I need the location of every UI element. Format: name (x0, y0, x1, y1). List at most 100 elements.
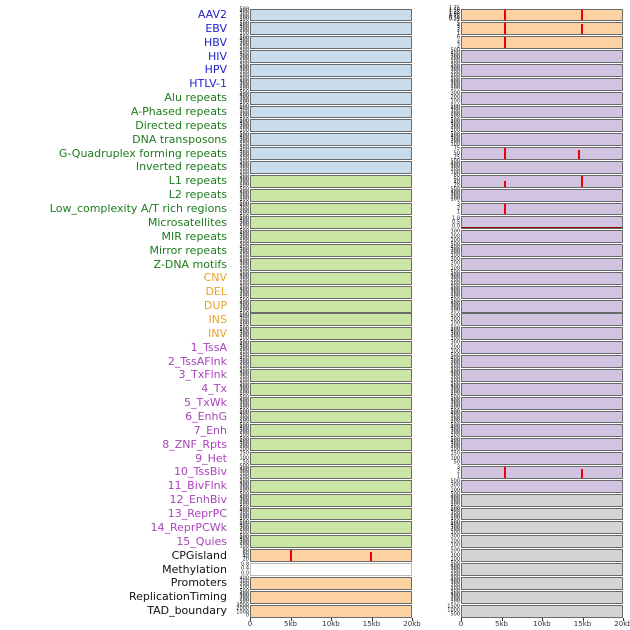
y-tick-label: 400 (450, 521, 460, 528)
y-tick-label: 300 (239, 524, 249, 531)
y-tick-label: 100 (239, 58, 249, 65)
y-tick-label: 100 (239, 196, 249, 203)
signal-track-left-ebv (250, 22, 412, 36)
y-tick-label: 200 (450, 124, 460, 131)
y-tick-label: 300 (239, 94, 249, 101)
y-tick-label: 200 (450, 194, 460, 201)
y-tick-label: 3 (456, 201, 460, 208)
y-tick-label: 200 (239, 360, 249, 367)
y-tick-label: 200 (239, 180, 249, 187)
y-tick-label: 300 (239, 441, 249, 448)
y-tick-label: 500 (450, 422, 460, 429)
y-tick-label: 200 (239, 124, 249, 131)
y-tick-label: 300 (239, 150, 249, 157)
y-tick-label: 4 (456, 22, 460, 29)
y-tick-label: 500 (239, 255, 249, 262)
y-tick-label: 500 (450, 312, 460, 319)
x-tick-mark (290, 618, 292, 621)
y-tick-label: 500 (239, 61, 249, 68)
y-tick-label: 300 (239, 385, 249, 392)
row-label-9-het: 9_Het (195, 451, 227, 465)
y-tick-label: 400 (239, 480, 249, 487)
x-tick-label: 10kb (533, 620, 551, 628)
y-tick-label: 400 (450, 327, 460, 334)
y-tick-label: 500 (239, 366, 249, 373)
y-tick-label: 500 (239, 352, 249, 359)
row-label-11-bivflnk: 11_BivFlnk (167, 479, 227, 493)
y-tick-label: 400 (239, 397, 249, 404)
y-tick-label: 400 (450, 397, 460, 404)
signal-track-right-directed-repeats (461, 119, 623, 133)
y-tick-label: 100 (450, 377, 460, 384)
y-tick-label: 500 (450, 436, 460, 443)
y-tick-label: 300 (450, 136, 460, 143)
y-tick-label: 300 (450, 371, 460, 378)
y-tick-label: 400 (239, 410, 249, 417)
y-tick-label: 200 (239, 485, 249, 492)
row-label-mir-repeats: MIR repeats (161, 229, 227, 243)
y-tick-label: 200 (239, 277, 249, 284)
row-label-12-enhbiv: 12_EnhBiv (169, 493, 227, 507)
y-tick-label: 200 (450, 69, 460, 76)
row-label-hiv: HIV (207, 49, 227, 63)
x-tick-label: 0 (247, 620, 253, 628)
y-tick-label: 300 (450, 565, 460, 572)
y-tick-label: 500 (239, 47, 249, 54)
y-tick-label: 500 (450, 61, 460, 68)
y-tick-label: 500 (239, 20, 249, 27)
y-tick-label: 400 (450, 272, 460, 279)
x-tick-label: 20kb (614, 620, 630, 628)
y-tick-label: 300 (450, 316, 460, 323)
y-tick-label: 200 (239, 291, 249, 298)
y-tick-label: 200 (239, 499, 249, 506)
y-tick-label: 100 (450, 252, 460, 259)
row-label-htlv-1: HTLV-1 (189, 77, 227, 91)
y-tick-label: 300 (450, 413, 460, 420)
y-tick-label: 400 (450, 369, 460, 376)
signal-spike (504, 23, 507, 35)
y-tick-label: 100 (239, 266, 249, 273)
y-tick-label: 400 (239, 507, 249, 514)
y-tick-label: 100 (239, 16, 249, 23)
y-tick-label: 50 (453, 459, 460, 466)
signal-track-right-8-znf-rpts (461, 438, 623, 452)
y-tick-label: 100 (239, 141, 249, 148)
row-label-6-enhg: 6_EnhG (185, 410, 227, 424)
y-tick-label: 300 (450, 552, 460, 559)
y-tick-label: 100 (450, 320, 460, 327)
signal-track-right-hbv (461, 36, 623, 50)
y-tick-label: 400 (239, 521, 249, 528)
y-tick-label: 400 (239, 369, 249, 376)
y-tick-label: 300 (450, 247, 460, 254)
row-label-1-tssa: 1_TssA (190, 340, 227, 354)
y-tick-label: 300 (239, 11, 249, 18)
y-tick-label: 500 (239, 75, 249, 82)
y-tick-label: 200 (450, 568, 460, 575)
y-tick-label: 100 (239, 127, 249, 134)
y-tick-label: 100 (239, 252, 249, 259)
y-tick-label: 300 (450, 53, 460, 60)
y-tick-label: 100 (239, 30, 249, 37)
signal-track-left-3-txflnk (250, 368, 412, 382)
signal-spike (504, 181, 507, 187)
y-tick-label: 300 (450, 163, 460, 170)
row-label-8-znf-rpts: 8_ZNF_Rpts (162, 437, 227, 451)
y-tick-label: 100 (239, 155, 249, 162)
y-tick-label: 300 (239, 233, 249, 240)
y-tick-label: 200 (450, 538, 460, 545)
y-tick-label: 300 (450, 330, 460, 337)
y-tick-label: 400 (239, 119, 249, 126)
y-tick-label: 100 (239, 377, 249, 384)
y-tick-label: 400 (450, 78, 460, 85)
x-tick-mark (250, 618, 251, 621)
signal-track-left-5-txwk (250, 396, 412, 410)
y-tick-label: 300 (239, 316, 249, 323)
y-tick-label: 200 (239, 416, 249, 423)
y-tick-label: 200 (450, 344, 460, 351)
signal-baseline (462, 226, 622, 229)
y-tick-label: 100 (239, 432, 249, 439)
y-tick-label: 300 (450, 427, 460, 434)
row-label-microsatellites: Microsatellites (147, 215, 227, 229)
y-tick-label: 200 (239, 249, 249, 256)
y-tick-label: 400 (450, 494, 460, 501)
